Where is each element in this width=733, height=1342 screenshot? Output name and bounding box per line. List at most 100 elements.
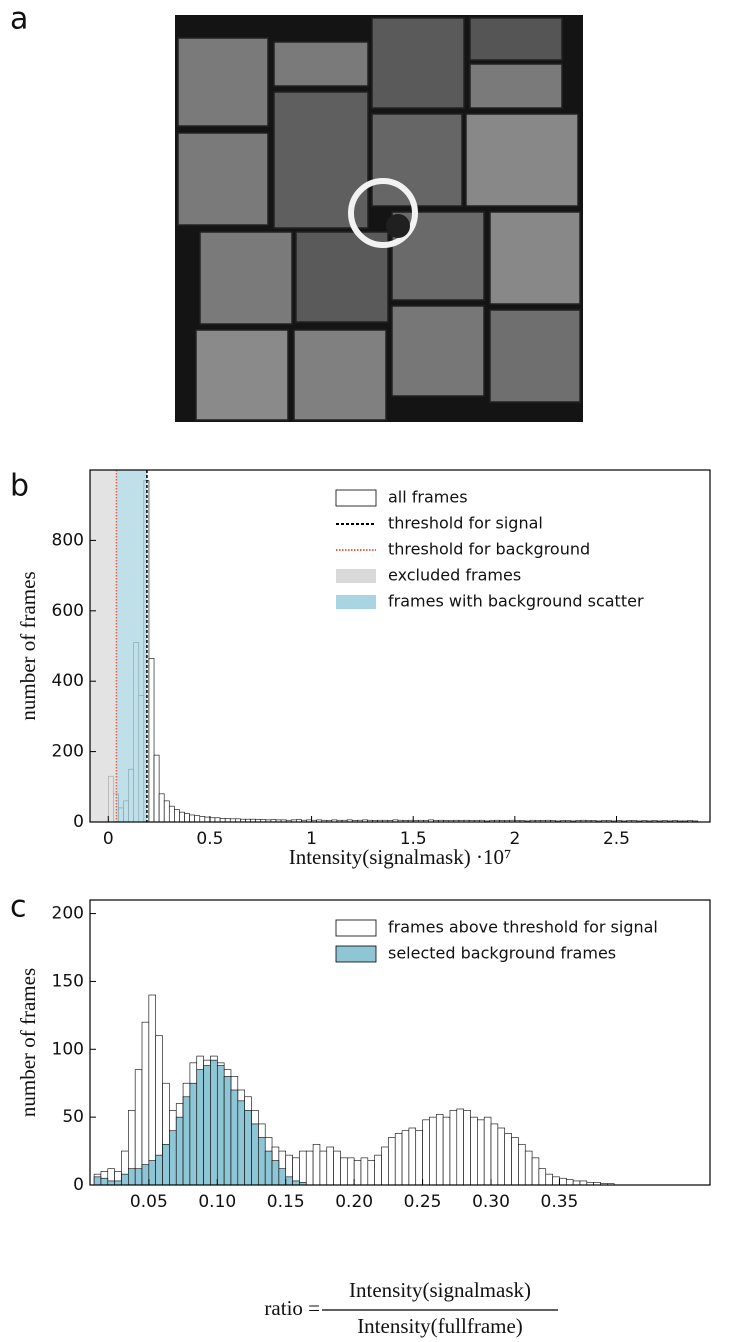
y-tick-label: 50 [62, 1107, 84, 1127]
legend-label: threshold for signal [388, 514, 543, 533]
x-tick-label: 0.15 [267, 1192, 305, 1212]
legend-swatch [335, 945, 377, 963]
bar [93, 1176, 102, 1186]
bar [340, 1157, 348, 1186]
x-axis-label: Intensity(signalmask) ·10⁷ [289, 845, 512, 869]
bar [194, 815, 201, 823]
bar [168, 805, 175, 823]
bar [545, 1173, 553, 1186]
bar [511, 1137, 519, 1186]
bar [565, 1179, 574, 1186]
bar [189, 1082, 198, 1186]
legend-label: excluded frames [388, 566, 521, 585]
bar [497, 1127, 506, 1186]
plot-frame [89, 469, 711, 823]
bar [470, 1116, 478, 1186]
bar [347, 1157, 355, 1186]
y-tick-label: 0 [73, 1175, 84, 1195]
bar [312, 1143, 321, 1186]
bar [169, 1130, 177, 1186]
bar [237, 1100, 245, 1186]
panel-label: a [10, 2, 28, 37]
bar [463, 1110, 471, 1186]
bar [531, 1157, 540, 1186]
legend-label: threshold for background [388, 540, 590, 559]
legend-label: selected background frames [388, 944, 616, 963]
bar [435, 1114, 444, 1186]
bar [182, 1096, 191, 1186]
legend-swatch [336, 569, 376, 583]
y-axis-label: number of frames [16, 571, 40, 720]
x-tick-label: 0.5 [196, 829, 223, 849]
excluded-region [90, 470, 117, 822]
legend-swatch [335, 489, 377, 507]
bar [415, 1130, 423, 1186]
bar [175, 1116, 184, 1186]
x-tick-label: 2.5 [603, 829, 630, 849]
x-tick-label: 0 [103, 829, 114, 849]
x-tick-label: 0.35 [541, 1192, 579, 1212]
bar [449, 1110, 458, 1186]
bar [153, 754, 160, 823]
y-axis-label: number of frames [16, 968, 40, 1117]
bar [258, 1137, 266, 1186]
bar [381, 1146, 389, 1186]
legend-swatch [335, 919, 377, 937]
x-tick-label: 2 [509, 829, 520, 849]
bar [504, 1133, 512, 1186]
bar [401, 1130, 410, 1186]
bar [518, 1143, 526, 1186]
bar [477, 1119, 485, 1186]
bar [210, 1059, 218, 1186]
x-axis-label: ratio = [264, 1296, 320, 1320]
bar [189, 814, 195, 823]
bar [264, 1150, 273, 1186]
bar [524, 1150, 533, 1186]
detector-image [175, 15, 583, 422]
legend-label: all frames [388, 488, 468, 507]
bar [408, 1127, 417, 1186]
bar [483, 1116, 492, 1186]
y-tick-label: 150 [52, 971, 84, 991]
bar [422, 1119, 430, 1186]
bar [367, 1160, 375, 1186]
bar [572, 1180, 581, 1186]
bar [319, 1150, 328, 1186]
bar [394, 1133, 403, 1186]
bar [388, 1137, 396, 1186]
bar [353, 1160, 362, 1186]
bar [490, 1123, 499, 1186]
bar [162, 1143, 170, 1186]
bar [326, 1146, 334, 1186]
y-tick-label: 600 [52, 601, 84, 621]
bar [442, 1116, 451, 1186]
bar [579, 1180, 588, 1186]
bar [251, 1123, 259, 1186]
panel-label: c [10, 890, 27, 925]
y-tick-label: 400 [52, 671, 84, 691]
legend-swatch [336, 595, 376, 609]
bar [204, 816, 211, 823]
bar [199, 816, 206, 823]
y-tick-label: 200 [52, 904, 84, 924]
bar [456, 1108, 464, 1186]
x-tick-label: 0.05 [130, 1192, 168, 1212]
bar [216, 1065, 225, 1186]
bar [230, 1089, 239, 1186]
bar [374, 1154, 382, 1186]
y-tick-label: 100 [52, 1039, 84, 1059]
x-axis-label: Intensity(signalmask) [349, 1278, 531, 1302]
bar [559, 1177, 567, 1186]
bar [158, 793, 165, 823]
x-axis-label: Intensity(fullframe) [357, 1314, 523, 1338]
bar [196, 1069, 204, 1186]
bar [184, 813, 190, 823]
bar [305, 1150, 314, 1186]
bar [134, 1168, 143, 1186]
bar [360, 1157, 369, 1186]
bar [121, 1173, 129, 1186]
x-tick-label: 1 [306, 829, 317, 849]
panel-label: b [10, 469, 29, 504]
